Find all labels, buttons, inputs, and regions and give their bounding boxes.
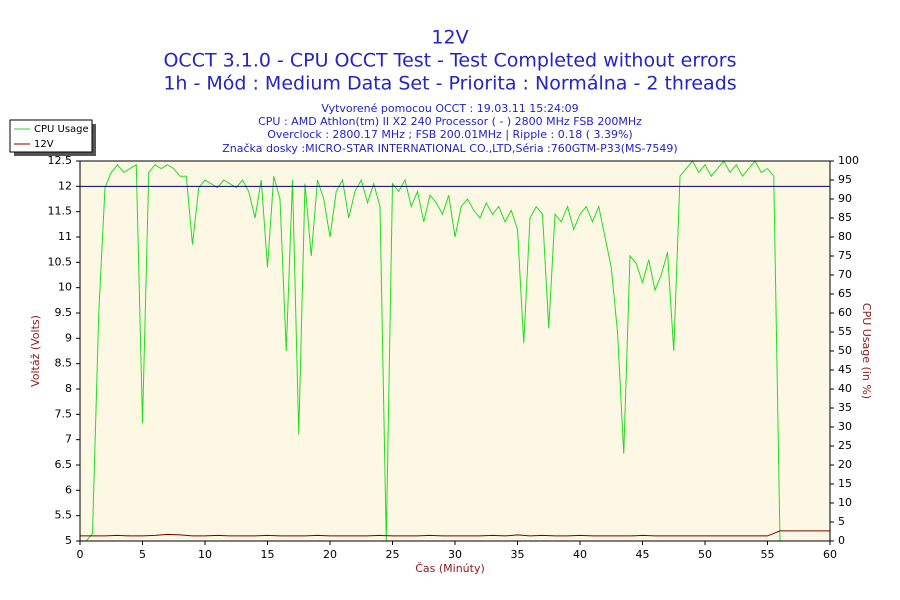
y2-tick-label: 0 — [838, 534, 845, 547]
legend-label: CPU Usage — [34, 124, 89, 135]
y-tick-label: 11.5 — [48, 205, 73, 218]
subtitle: Overclock : 2800.17 MHz ; FSB 200.01MHz … — [267, 128, 632, 141]
y-tick-label: 12 — [58, 179, 72, 192]
chart-title: 12V — [431, 27, 468, 49]
y2-tick-label: 80 — [838, 230, 852, 243]
y-tick-label: 12.5 — [48, 154, 73, 167]
legend-label: 12V — [34, 139, 54, 150]
x-tick-label: 40 — [573, 548, 587, 561]
y2-tick-label: 60 — [838, 306, 852, 319]
y2-axis-label: CPU Usage (in %) — [860, 303, 873, 399]
x-tick-label: 0 — [77, 548, 84, 561]
x-tick-label: 45 — [636, 548, 650, 561]
y-tick-label: 5.5 — [55, 509, 73, 522]
y-tick-label: 8.5 — [55, 357, 73, 370]
x-axis-label: Čas (Minúty) — [415, 562, 485, 575]
x-tick-label: 30 — [448, 548, 462, 561]
y-tick-label: 9 — [65, 331, 72, 344]
x-tick-label: 10 — [198, 548, 212, 561]
y2-tick-label: 5 — [838, 515, 845, 528]
series-line — [80, 160, 830, 542]
y2-tick-label: 55 — [838, 325, 852, 338]
y-axis-label: Voltáž (Volts) — [29, 315, 42, 387]
y2-tick-label: 85 — [838, 211, 852, 224]
y-tick-label: 7.5 — [55, 407, 73, 420]
y-tick-label: 7 — [65, 433, 72, 446]
x-tick-label: 15 — [261, 548, 275, 561]
subtitle: Značka dosky :MICRO-STAR INTERNATIONAL C… — [222, 142, 677, 155]
y2-tick-label: 90 — [838, 192, 852, 205]
chart-title-line: OCCT 3.1.0 - CPU OCCT Test - Test Comple… — [163, 50, 736, 72]
y-tick-label: 6 — [65, 483, 72, 496]
x-tick-label: 50 — [698, 548, 712, 561]
y-tick-label: 10.5 — [48, 255, 73, 268]
y2-tick-label: 35 — [838, 401, 852, 414]
x-tick-label: 25 — [386, 548, 400, 561]
y-tick-label: 10 — [58, 281, 72, 294]
subtitle: CPU : AMD Athlon(tm) II X2 240 Processor… — [258, 115, 642, 128]
y2-tick-label: 10 — [838, 496, 852, 509]
y2-tick-label: 25 — [838, 439, 852, 452]
x-tick-label: 35 — [511, 548, 525, 561]
y2-tick-label: 75 — [838, 249, 852, 262]
y-tick-label: 6.5 — [55, 458, 73, 471]
x-tick-label: 5 — [139, 548, 146, 561]
y-tick-label: 5 — [65, 534, 72, 547]
y-tick-label: 11 — [58, 230, 72, 243]
chart-title-line: 1h - Mód : Medium Data Set - Priorita : … — [163, 73, 736, 95]
plot-area — [80, 161, 830, 541]
y2-tick-label: 40 — [838, 382, 852, 395]
y2-tick-label: 95 — [838, 173, 852, 186]
legend-box — [9, 119, 93, 153]
y2-tick-label: 45 — [838, 363, 852, 376]
y2-tick-label: 20 — [838, 458, 852, 471]
y2-tick-label: 15 — [838, 477, 852, 490]
y-tick-label: 9.5 — [55, 306, 73, 319]
plot-border — [79, 160, 831, 542]
series-line — [80, 530, 830, 537]
x-tick-label: 20 — [323, 548, 337, 561]
x-tick-label: 60 — [823, 548, 837, 561]
y2-tick-label: 30 — [838, 420, 852, 433]
y2-tick-label: 50 — [838, 344, 852, 357]
y2-tick-label: 100 — [838, 154, 859, 167]
y-tick-label: 8 — [65, 382, 72, 395]
y2-tick-label: 70 — [838, 268, 852, 281]
x-tick-label: 55 — [761, 548, 775, 561]
subtitle: Vytvorené pomocou OCCT : 19.03.11 15:24:… — [321, 102, 578, 115]
y2-tick-label: 65 — [838, 287, 852, 300]
